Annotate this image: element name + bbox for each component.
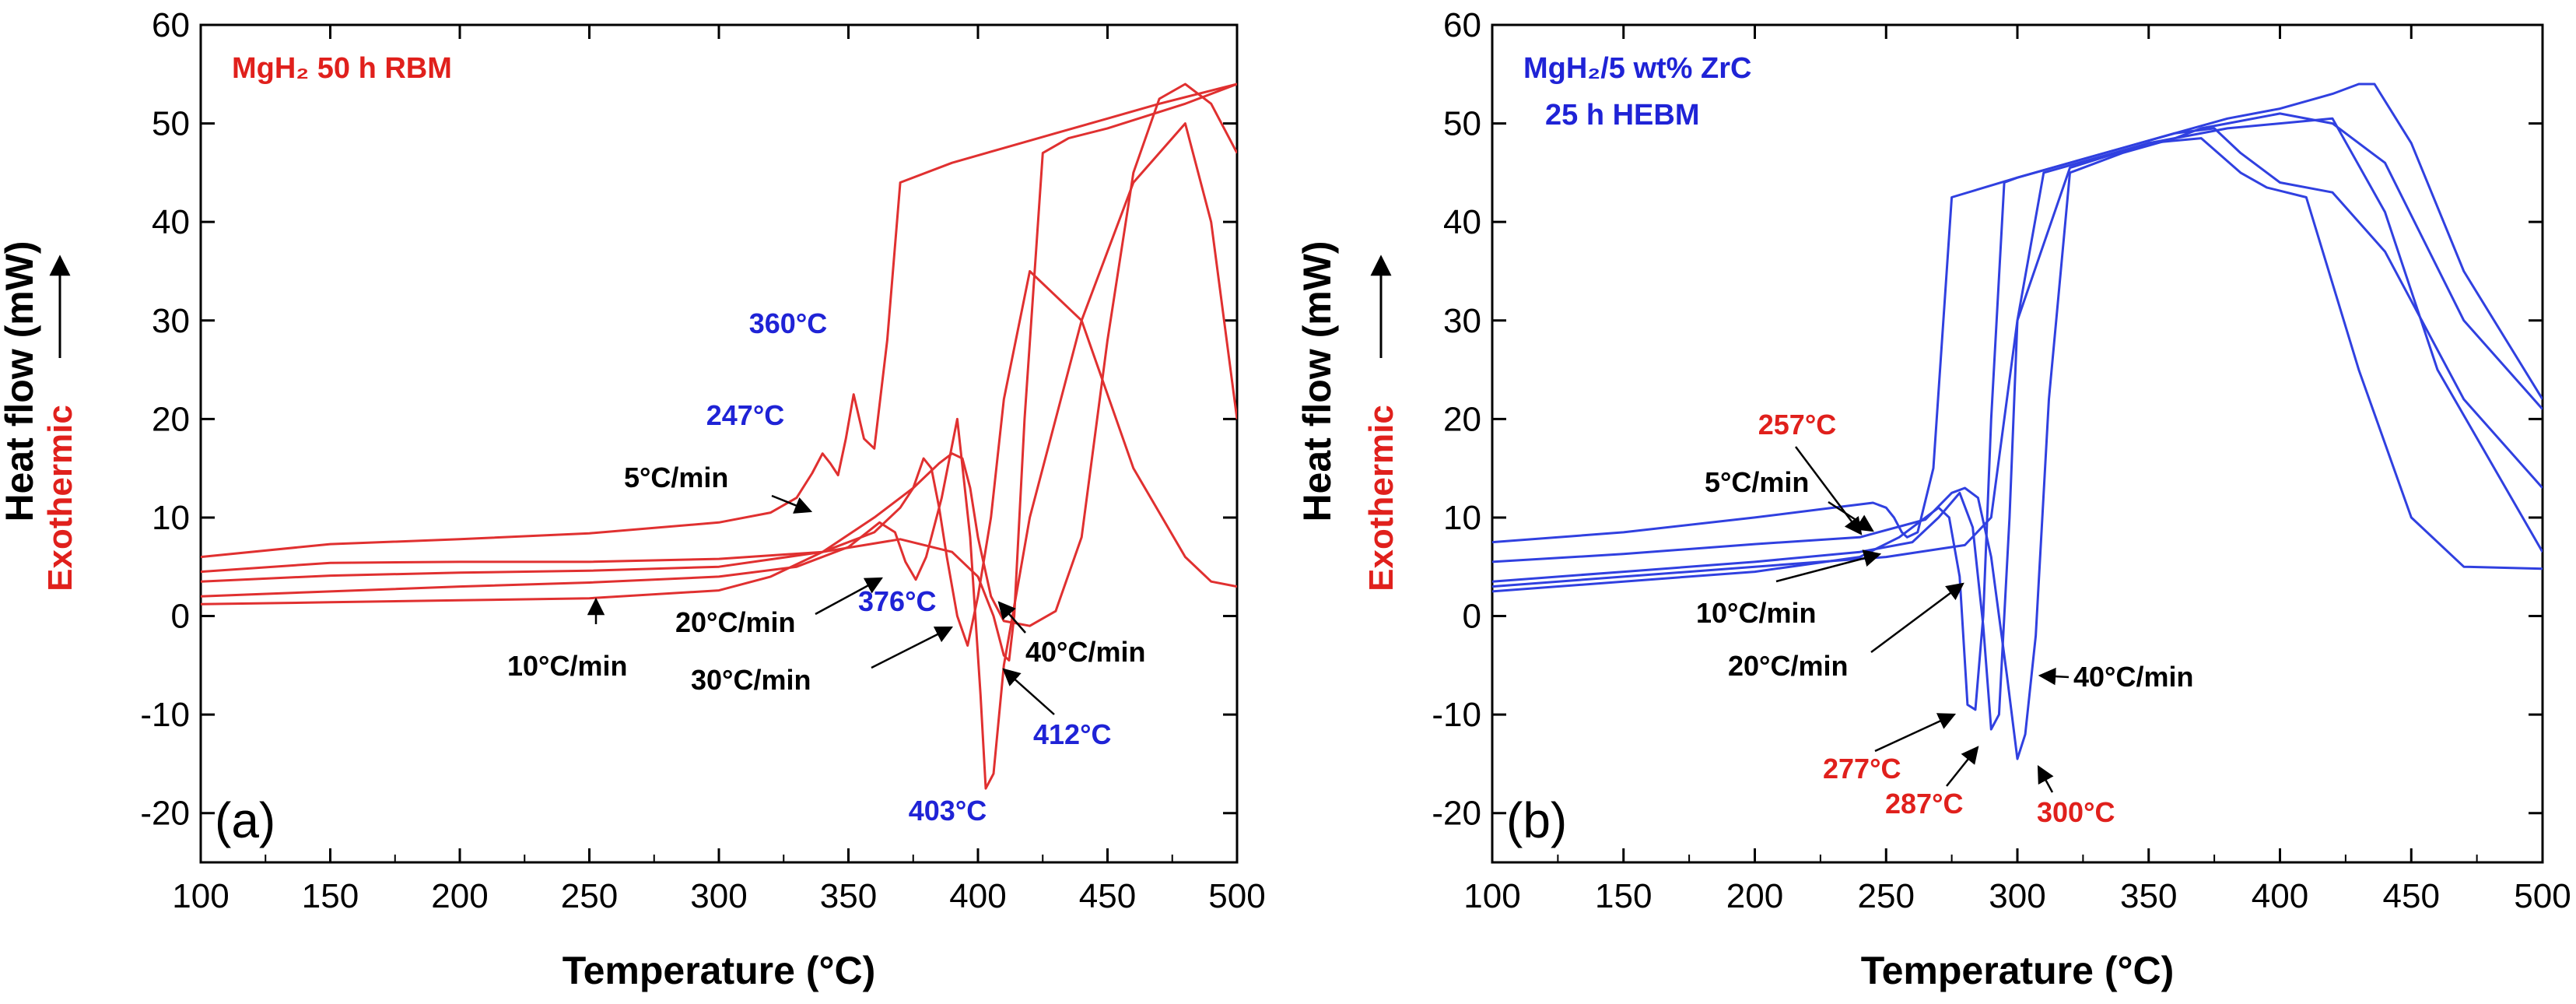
chart-title-line2: 25 h HEBM (1545, 99, 1699, 132)
panel-label: (a) (215, 792, 275, 848)
annotation-label: 403°C (909, 795, 987, 827)
x-tick-label: 500 (1208, 877, 1265, 915)
panel-a-chart: 100 150 200 250 300 350 400 450 500 -20 -10 0 10 20 30… (0, 6, 1266, 992)
x-axis-title: Temperature (°C) (563, 949, 875, 992)
series-line-3 (1492, 112, 2543, 731)
y-tick-label: -20 (1432, 795, 1481, 833)
y-tick-label: 10 (1443, 499, 1481, 537)
x-tick-label: 150 (1595, 877, 1652, 915)
series-line-1 (1492, 82, 2543, 544)
annotation-label: 10°C/min (1696, 597, 1816, 629)
series-line-4 (201, 270, 1237, 647)
chart-title: MgH₂/5 wt% ZrC (1523, 52, 1751, 85)
annotation-arrow (871, 626, 954, 669)
y-axis-title: Heat flow (mW) (0, 240, 41, 521)
x-tick-label: 300 (1989, 877, 2045, 915)
x-tick-label: 250 (561, 877, 618, 915)
annotation-label: 247°C (706, 399, 784, 431)
y-axis-title: Heat flow (mW) (1295, 240, 1339, 521)
panel-b-chart: 100 150 200 250 300 350 400 450 500 -20 -10 0 10 20 30… (1295, 6, 2571, 992)
y-tick-label: 20 (1443, 400, 1481, 438)
y-tick-label: 40 (1443, 203, 1481, 241)
y-tick-label: 20 (152, 400, 190, 438)
annotation-label: 20°C/min (675, 606, 795, 638)
y-tick-label: 50 (1443, 105, 1481, 143)
y-tick-label: 40 (152, 203, 190, 241)
annotation-arrow (1874, 713, 1957, 753)
x-tick-label: 450 (1079, 877, 1136, 915)
annotation-arrow (2038, 667, 2070, 686)
annotation-label: 40°C/min (2073, 661, 2193, 693)
annotation-label: 360°C (749, 307, 827, 339)
annotation-label: 40°C/min (1025, 636, 1145, 668)
annotation-arrow (771, 494, 813, 514)
series-line-5 (201, 82, 1237, 662)
annotation-label: 5°C/min (624, 462, 728, 493)
x-tick-label: 400 (949, 877, 1006, 915)
x-tick-label: 200 (431, 877, 488, 915)
annotation-label: 277°C (1823, 753, 1901, 785)
x-tick-label: 350 (2120, 877, 2177, 915)
x-tick-label: 450 (2383, 877, 2440, 915)
x-tick-label: 100 (172, 877, 229, 915)
annotation-label: 20°C/min (1728, 650, 1848, 682)
annotation-arrow (1946, 746, 1979, 787)
annotation-label: 5°C/min (1705, 466, 1809, 498)
x-tick-label: 400 (2252, 877, 2308, 915)
y-tick-label: 60 (152, 6, 190, 44)
annotation-arrow (2037, 765, 2054, 793)
y-tick-label: -10 (140, 696, 190, 734)
series-line-2 (1492, 127, 2543, 711)
annotation-arrow (1775, 549, 1882, 583)
y-tick-label: 30 (152, 302, 190, 340)
annotation-label: 412°C (1033, 718, 1111, 750)
annotation-arrow (1870, 582, 1964, 654)
annotation-label: 10°C/min (507, 650, 627, 682)
series-line-5 (1492, 137, 2543, 588)
y-tick-label: 10 (152, 499, 190, 537)
annotation-label: 300°C (2037, 796, 2115, 828)
y-tick-label: 0 (171, 598, 190, 636)
x-tick-label: 150 (302, 877, 359, 915)
exothermic-label: Exothermic (1362, 405, 1400, 592)
annotation-arrow (815, 577, 883, 616)
x-tick-label: 200 (1726, 877, 1783, 915)
y-tick-label: 50 (152, 105, 190, 143)
chart-title: MgH₂ 50 h RBM (232, 52, 452, 85)
x-tick-label: 100 (1463, 877, 1520, 915)
y-tick-label: -10 (1432, 696, 1481, 734)
exothermic-label: Exothermic (41, 405, 79, 592)
annotation-arrow (997, 601, 1026, 634)
annotation-label: 257°C (1758, 409, 1836, 441)
annotation-arrow (1795, 446, 1863, 535)
y-tick-label: 60 (1443, 6, 1481, 44)
x-tick-label: 300 (690, 877, 747, 915)
series-line-4 (1492, 117, 2543, 760)
annotation-label: 287°C (1885, 788, 1963, 820)
annotation-label: 30°C/min (691, 664, 811, 696)
annotation-arrow (1002, 668, 1055, 715)
annotation-arrow (1828, 500, 1874, 532)
series-line-2 (201, 82, 1237, 627)
x-axis-title: Temperature (°C) (1861, 949, 2174, 992)
y-tick-label: 0 (1463, 598, 1481, 636)
y-tick-label: 30 (1443, 302, 1481, 340)
x-tick-label: 350 (820, 877, 877, 915)
series-line-1 (201, 82, 1237, 559)
annotation-label: 376°C (858, 585, 936, 617)
y-tick-label: -20 (140, 795, 190, 833)
panel-label: (b) (1506, 792, 1567, 848)
x-tick-label: 500 (2514, 877, 2571, 915)
x-tick-label: 250 (1858, 877, 1915, 915)
